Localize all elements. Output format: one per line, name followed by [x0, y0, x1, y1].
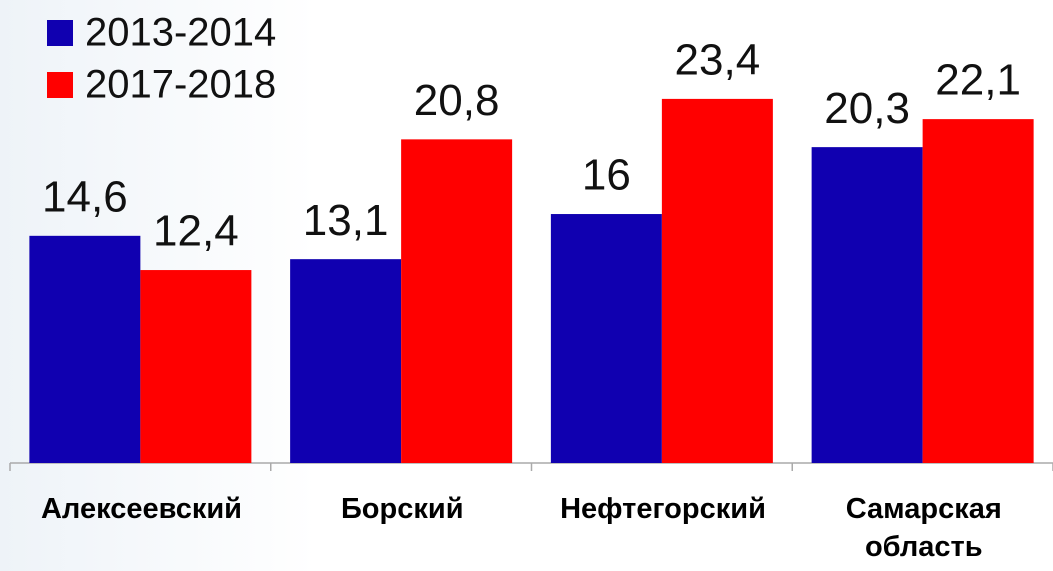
data-label: 20,8: [414, 76, 500, 125]
x-tick-label: Алексеевский: [40, 493, 243, 525]
legend-label: 2013-2014: [85, 11, 276, 55]
bar: [922, 119, 1034, 464]
x-tick-label: Нефтегорский: [560, 493, 766, 525]
bar: [811, 147, 923, 463]
bar: [401, 139, 513, 464]
data-label: 12,4: [153, 207, 239, 256]
data-label: 14,6: [42, 172, 128, 221]
x-tick-label: Борский: [340, 493, 464, 525]
legend-swatch: [47, 20, 73, 46]
data-label: 20,3: [824, 84, 910, 133]
data-label: 23,4: [675, 36, 761, 85]
bar: [140, 270, 252, 463]
bar: [661, 98, 773, 464]
data-label: 13,1: [303, 196, 389, 245]
data-label: 22,1: [935, 56, 1021, 105]
bar: [550, 214, 662, 463]
bar: [290, 259, 402, 463]
legend-swatch: [47, 72, 73, 98]
data-label: 16: [582, 151, 631, 200]
x-tick-label: Самарская область: [845, 493, 1002, 563]
legend-label: 2017-2018: [85, 63, 276, 107]
bar: [29, 235, 141, 463]
